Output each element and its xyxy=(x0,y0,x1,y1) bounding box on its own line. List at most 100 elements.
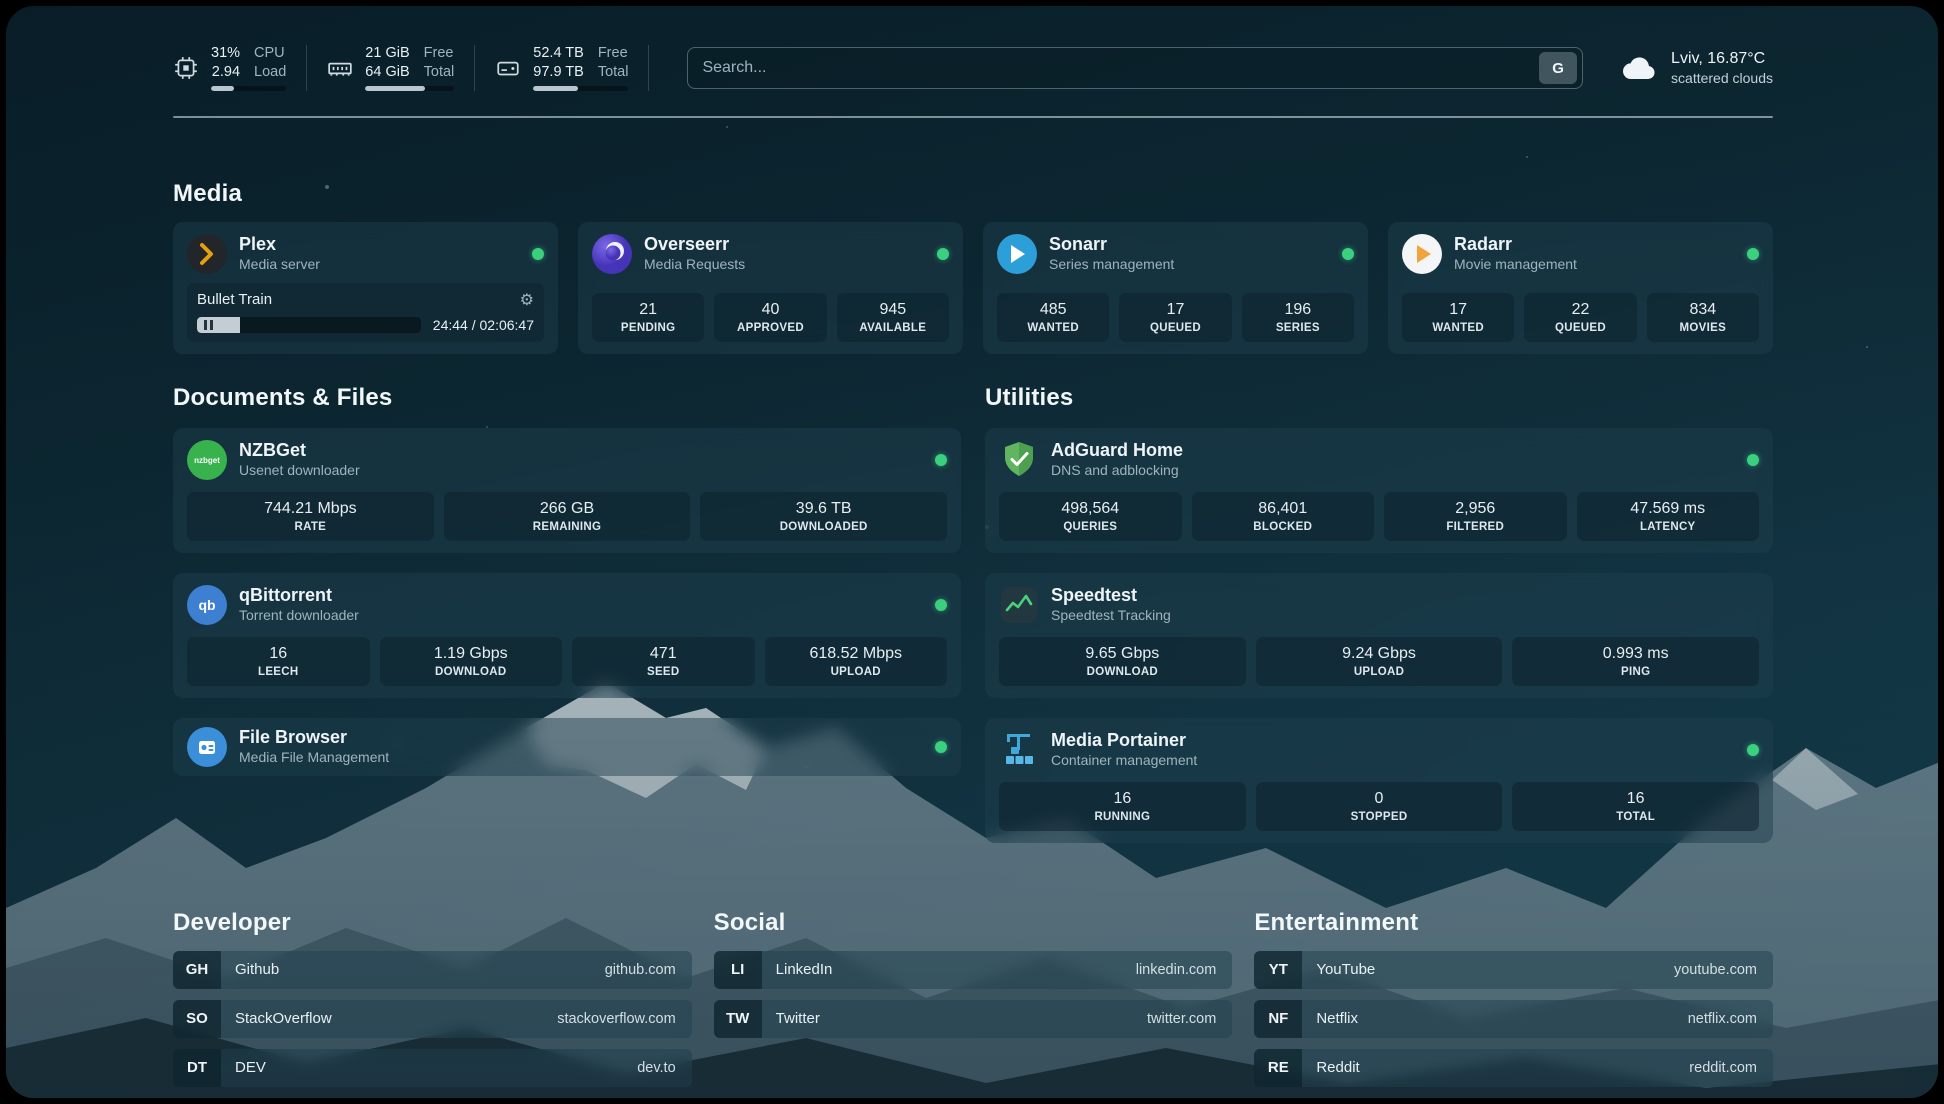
stat-upload: 9.24 Gbps UPLOAD xyxy=(1255,636,1503,686)
stat-rate: 744.21 Mbps RATE xyxy=(187,491,434,541)
bookmark-stackoverflow[interactable]: SO StackOverflow stackoverflow.com xyxy=(173,999,692,1038)
service-name: File Browser xyxy=(239,726,348,747)
service-name: Plex xyxy=(239,233,277,254)
bookmark-name: YouTube xyxy=(1316,961,1376,978)
bookmark-name: Twitter xyxy=(775,1010,820,1027)
stat-leech: 16 LEECH xyxy=(187,636,370,686)
weather-widget: Lviv, 16.87°C scattered clouds xyxy=(1621,50,1773,86)
qbittorrent-link[interactable]: qb qBittorrent Torrent downloader xyxy=(187,584,947,625)
stat-running: 16 RUNNING xyxy=(999,781,1246,831)
section-title-developer: Developer xyxy=(173,908,291,936)
cpu-label-bottom: Load xyxy=(254,64,287,80)
search-provider-button[interactable]: G xyxy=(1539,52,1578,84)
disk-widget: 52.4 TB 97.9 TB Free Total xyxy=(495,45,650,91)
stat-latency: 47.569 ms LATENCY xyxy=(1576,491,1759,541)
weather-condition: scattered clouds xyxy=(1671,70,1773,86)
disk-free: 52.4 TB xyxy=(533,45,584,62)
bookmark-linkedin[interactable]: LI LinkedIn linkedin.com xyxy=(713,950,1233,989)
bookmark-name: LinkedIn xyxy=(775,961,833,978)
overseerr-link[interactable]: Overseerr Media Requests xyxy=(592,233,949,274)
qbittorrent-icon: qb xyxy=(187,584,227,625)
status-dot xyxy=(935,740,947,753)
svg-text:qb: qb xyxy=(198,597,215,613)
service-name: Speedtest xyxy=(1051,584,1138,605)
nzbget-link[interactable]: nzbget NZBGet Usenet downloader xyxy=(187,439,947,480)
bookmark-url: linkedin.com xyxy=(1135,961,1217,978)
stat-wanted: 485 WANTED xyxy=(997,292,1110,342)
memory-icon xyxy=(328,62,352,76)
radarr-icon xyxy=(1402,233,1442,274)
bookmark-netflix[interactable]: NF Netflix netflix.com xyxy=(1254,999,1773,1038)
section-title-entertainment: Entertainment xyxy=(1254,908,1419,936)
service-desc: Series management xyxy=(1049,256,1175,273)
stat-downloaded: 39.6 TB DOWNLOADED xyxy=(700,491,948,541)
nzbget-icon: nzbget xyxy=(187,439,227,480)
media-cards-row: Plex Media server Bullet Train ⚙ xyxy=(173,221,1773,354)
status-dot xyxy=(1747,453,1759,466)
bookmark-group-entertainment: Entertainment YT YouTube youtube.com NF … xyxy=(1254,909,1773,1087)
bookmark-reddit[interactable]: RE Reddit reddit.com xyxy=(1254,1048,1773,1087)
bookmark-url: stackoverflow.com xyxy=(557,1010,676,1027)
bookmark-github[interactable]: GH Github github.com xyxy=(173,950,692,989)
status-dot xyxy=(937,247,949,260)
top-status-bar: 31% 2.94 CPU Load xyxy=(173,36,1773,100)
filebrowser-icon xyxy=(187,726,227,767)
stat-queued: 22 QUEUED xyxy=(1524,292,1637,342)
service-desc: Media Requests xyxy=(644,256,746,273)
bookmark-url: reddit.com xyxy=(1689,1059,1757,1076)
service-card-qbittorrent: qb qBittorrent Torrent downloader 16 LEE… xyxy=(173,572,961,698)
bookmark-group-social: Social LI LinkedIn linkedin.com TW Twitt… xyxy=(713,909,1233,1087)
speedtest-icon xyxy=(1001,586,1037,623)
bookmark-twitter[interactable]: TW Twitter twitter.com xyxy=(713,999,1233,1038)
bookmark-abbr: NF xyxy=(1254,999,1303,1038)
sonarr-link[interactable]: Sonarr Series management xyxy=(997,233,1354,274)
cpu-load: 2.94 xyxy=(211,64,241,80)
section-title-documents: Documents & Files xyxy=(173,383,393,411)
service-desc: Movie management xyxy=(1454,256,1577,273)
stat-download: 9.65 Gbps DOWNLOAD xyxy=(999,636,1246,686)
bookmark-dev[interactable]: DT DEV dev.to xyxy=(173,1048,692,1087)
search-input[interactable] xyxy=(702,59,1540,77)
status-dot xyxy=(935,453,947,466)
disk-label-bottom: Total xyxy=(597,64,629,80)
search-bar: G xyxy=(687,47,1584,89)
plex-link[interactable]: Plex Media server xyxy=(187,233,544,274)
service-card-nzbget: nzbget NZBGet Usenet downloader 744.21 M… xyxy=(173,427,961,553)
stat-seed: 471 SEED xyxy=(572,636,755,686)
filebrowser-link[interactable]: File Browser Media File Management xyxy=(187,726,947,767)
bookmark-name: Reddit xyxy=(1316,1059,1360,1076)
section-title-media: Media xyxy=(173,179,243,207)
dashboard-root: 31% 2.94 CPU Load xyxy=(6,6,1938,1098)
memory-widget: 21 GiB 64 GiB Free Total xyxy=(327,45,476,91)
stat-series: 196 SERIES xyxy=(1241,292,1354,342)
cpu-usage-bar xyxy=(211,85,287,91)
now-playing-title: Bullet Train xyxy=(197,291,273,308)
service-card-adguard: AdGuard Home DNS and adblocking 498,564 … xyxy=(985,427,1773,553)
sonarr-icon xyxy=(997,233,1037,274)
bookmark-youtube[interactable]: YT YouTube youtube.com xyxy=(1254,950,1773,989)
portainer-link[interactable]: Media Portainer Container management xyxy=(999,730,1759,770)
stat-blocked: 86,401 BLOCKED xyxy=(1191,491,1374,541)
bookmark-url: netflix.com xyxy=(1687,1010,1757,1027)
service-desc: Container management xyxy=(1051,752,1198,769)
stat-ping: 0.993 ms PING xyxy=(1512,636,1760,686)
cpu-widget: 31% 2.94 CPU Load xyxy=(173,45,308,91)
service-name: NZBGet xyxy=(239,439,306,460)
bookmark-abbr: DT xyxy=(173,1048,221,1087)
memory-total: 64 GiB xyxy=(365,64,410,80)
adguard-link[interactable]: AdGuard Home DNS and adblocking xyxy=(999,440,1759,480)
service-desc: Torrent downloader xyxy=(239,607,359,624)
stat-movies: 834 MOVIES xyxy=(1646,292,1759,342)
speedtest-link[interactable]: Speedtest Speedtest Tracking xyxy=(999,585,1759,625)
service-card-overseerr: Overseerr Media Requests 21 PENDING 40 A… xyxy=(578,221,963,354)
radarr-link[interactable]: Radarr Movie management xyxy=(1402,233,1759,274)
weather-location: Lviv, 16.87°C xyxy=(1671,50,1766,67)
memory-label-top: Free xyxy=(423,45,454,62)
stat-download: 1.19 Gbps DOWNLOAD xyxy=(379,636,562,686)
service-name: Sonarr xyxy=(1049,233,1108,254)
documents-column: Documents & Files nzbget NZBGet Usenet d… xyxy=(173,384,961,776)
stat-pending: 21 PENDING xyxy=(592,292,705,342)
bookmark-url: youtube.com xyxy=(1673,961,1757,978)
gear-icon[interactable]: ⚙ xyxy=(519,291,534,309)
status-dot xyxy=(1747,247,1759,260)
